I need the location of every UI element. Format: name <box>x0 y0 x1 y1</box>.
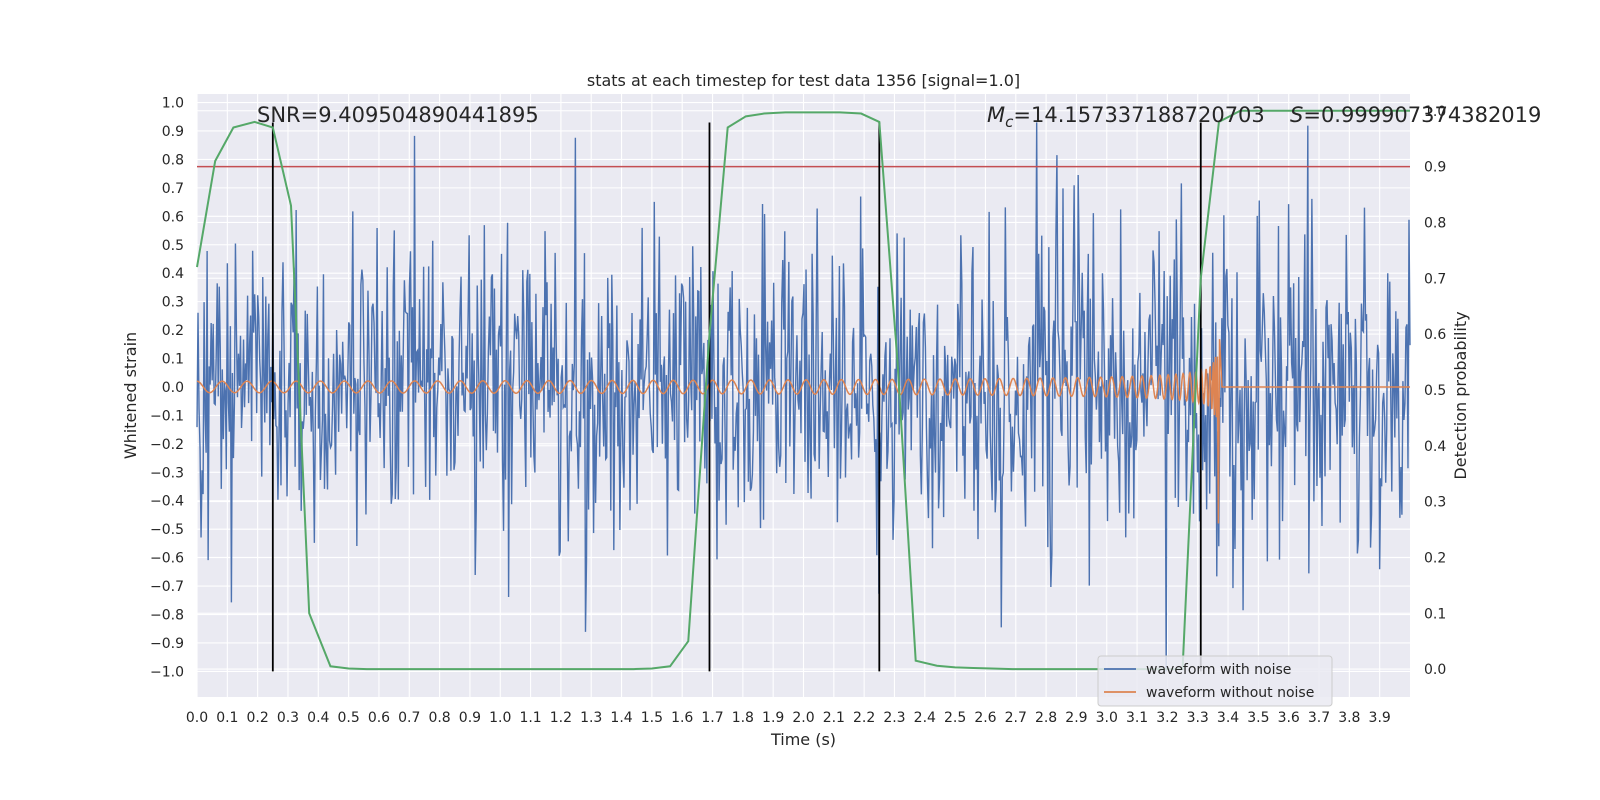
x-axis-label: Time (s) <box>770 730 836 749</box>
legend-label-noise: waveform with noise <box>1146 662 1291 678</box>
x-tick-label: 2.2 <box>853 710 875 726</box>
y-tick-label: 0.1 <box>162 352 184 368</box>
x-tick-label: 2.6 <box>974 710 996 726</box>
x-tick-label: 3.8 <box>1338 710 1360 726</box>
y-tick-label: −0.8 <box>150 608 184 624</box>
legend-box <box>1097 655 1333 707</box>
x-tick-label: 1.9 <box>762 710 784 726</box>
y-tick-label: 0.4 <box>162 266 184 282</box>
y-axis-label: Whitened strain <box>121 332 140 459</box>
chart-title: stats at each timestep for test data 135… <box>587 71 1020 90</box>
x-tick-label: 0.5 <box>337 710 359 726</box>
y2-tick-label: 0.5 <box>1424 383 1446 399</box>
x-tick-label: 3.9 <box>1369 710 1391 726</box>
y-tick-label: 0.6 <box>162 209 184 225</box>
y2-tick-label: 0.1 <box>1424 606 1446 622</box>
x-tick-label: 3.6 <box>1278 710 1300 726</box>
y-tick-label: 0.5 <box>162 238 184 254</box>
y-tick-label: −0.2 <box>150 437 184 453</box>
score-symbol: S <box>1290 103 1303 127</box>
y2-axis-label: Detection probability <box>1451 311 1470 479</box>
y-tick-label: −0.9 <box>150 636 184 652</box>
x-tick-label: 1.7 <box>701 710 723 726</box>
x-tick-label: 2.5 <box>944 710 966 726</box>
y2-tick-label: 0.8 <box>1424 215 1446 231</box>
x-tick-label: 3.2 <box>1156 710 1178 726</box>
x-tick-label: 0.3 <box>277 710 299 726</box>
x-tick-label: 3.7 <box>1308 710 1330 726</box>
x-tick-label: 0.6 <box>368 710 390 726</box>
y-tick-label: 0.3 <box>162 295 184 311</box>
x-tick-label: 2.9 <box>1065 710 1087 726</box>
x-tick-label: 2.0 <box>792 710 814 726</box>
x-tick-label: 1.1 <box>519 710 541 726</box>
y-tick-label: −0.7 <box>150 579 184 595</box>
grid <box>196 94 1410 697</box>
y2-tick-label: 0.0 <box>1424 662 1446 678</box>
y2-tick-label: 1.0 <box>1424 104 1446 120</box>
noise-waveform-line <box>196 122 1411 672</box>
y-tick-label: 0.2 <box>162 323 184 339</box>
snr-annotation: SNR=9.409504890441895 <box>257 103 539 127</box>
noise-waveform-series <box>196 122 1411 672</box>
score-annotation: S=0.999907374382019 <box>1290 103 1541 127</box>
y-tick-label: −0.6 <box>150 551 184 567</box>
x-tick-label: 0.7 <box>398 710 420 726</box>
x-tick-label: 2.1 <box>823 710 845 726</box>
x-tick-label: 2.8 <box>1035 710 1057 726</box>
y2-tick-label: 0.3 <box>1424 495 1446 511</box>
probability-line <box>196 109 1410 671</box>
x-tick-label: 1.0 <box>489 710 511 726</box>
signal-waveform-line <box>196 339 1410 524</box>
score-value: =0.999907374382019 <box>1303 103 1541 127</box>
x-tick-label: 0.8 <box>428 710 450 726</box>
x-tick-label: 3.1 <box>1126 710 1148 726</box>
x-tick-label: 1.4 <box>610 710 632 726</box>
legend: waveform with noise waveform without noi… <box>1097 655 1333 707</box>
y2-tick-label: 0.4 <box>1424 439 1446 455</box>
legend-label-signal: waveform without noise <box>1146 685 1314 701</box>
x-tick-label: 1.8 <box>732 710 754 726</box>
y2-tick-label: 0.2 <box>1424 550 1446 566</box>
y-tick-label: 0.9 <box>162 124 184 140</box>
vertical-markers <box>271 122 1202 672</box>
x-tick-label: 0.0 <box>186 710 208 726</box>
chirp-mass-symbol: M <box>987 103 1005 127</box>
y-tick-label: 0.7 <box>162 181 184 197</box>
x-tick-label: 1.2 <box>550 710 572 726</box>
y-tick-label: 0.0 <box>162 380 184 396</box>
x-tick-label: 1.3 <box>580 710 602 726</box>
y-tick-label: −0.1 <box>150 408 184 424</box>
x-tick-label: 2.4 <box>914 710 936 726</box>
x-tick-label: 2.7 <box>1005 710 1027 726</box>
y2-tick-label: 0.9 <box>1424 160 1446 176</box>
y2-tick-label: 0.6 <box>1424 327 1446 343</box>
x-tick-label: 0.2 <box>247 710 269 726</box>
x-tick-label: 1.5 <box>641 710 663 726</box>
y-tick-label: 1.0 <box>162 96 184 112</box>
probability-series <box>196 109 1410 671</box>
chirp-mass-value: =14.157337188720703 <box>1013 103 1264 127</box>
x-tick-label: 0.9 <box>459 710 481 726</box>
axis-ticks: 0.0 0.1 0.2 0.3 0.4 0.5 0.6 0.7 0.8 0.9 1.0 1.1 1.2 1… <box>150 96 1446 726</box>
x-tick-label: 3.3 <box>1187 710 1209 726</box>
chirp-mass-annotation: Mc=14.157337188720703 <box>987 103 1265 131</box>
x-tick-label: 3.5 <box>1247 710 1269 726</box>
x-tick-label: 0.4 <box>307 710 329 726</box>
y-tick-label: −0.3 <box>150 465 184 481</box>
chirp-mass-subscript: c <box>1005 113 1014 131</box>
x-tick-label: 2.3 <box>883 710 905 726</box>
y-tick-label: 0.8 <box>162 152 184 168</box>
y-tick-label: −0.5 <box>150 522 184 538</box>
x-tick-label: 3.4 <box>1217 710 1239 726</box>
x-tick-label: 3.0 <box>1096 710 1118 726</box>
y-tick-label: −1.0 <box>150 664 184 680</box>
x-tick-label: 1.6 <box>671 710 693 726</box>
x-tick-label: 0.1 <box>216 710 238 726</box>
signal-waveform-series <box>196 339 1410 524</box>
y2-tick-label: 0.7 <box>1424 271 1446 287</box>
y-tick-label: −0.4 <box>150 494 184 510</box>
